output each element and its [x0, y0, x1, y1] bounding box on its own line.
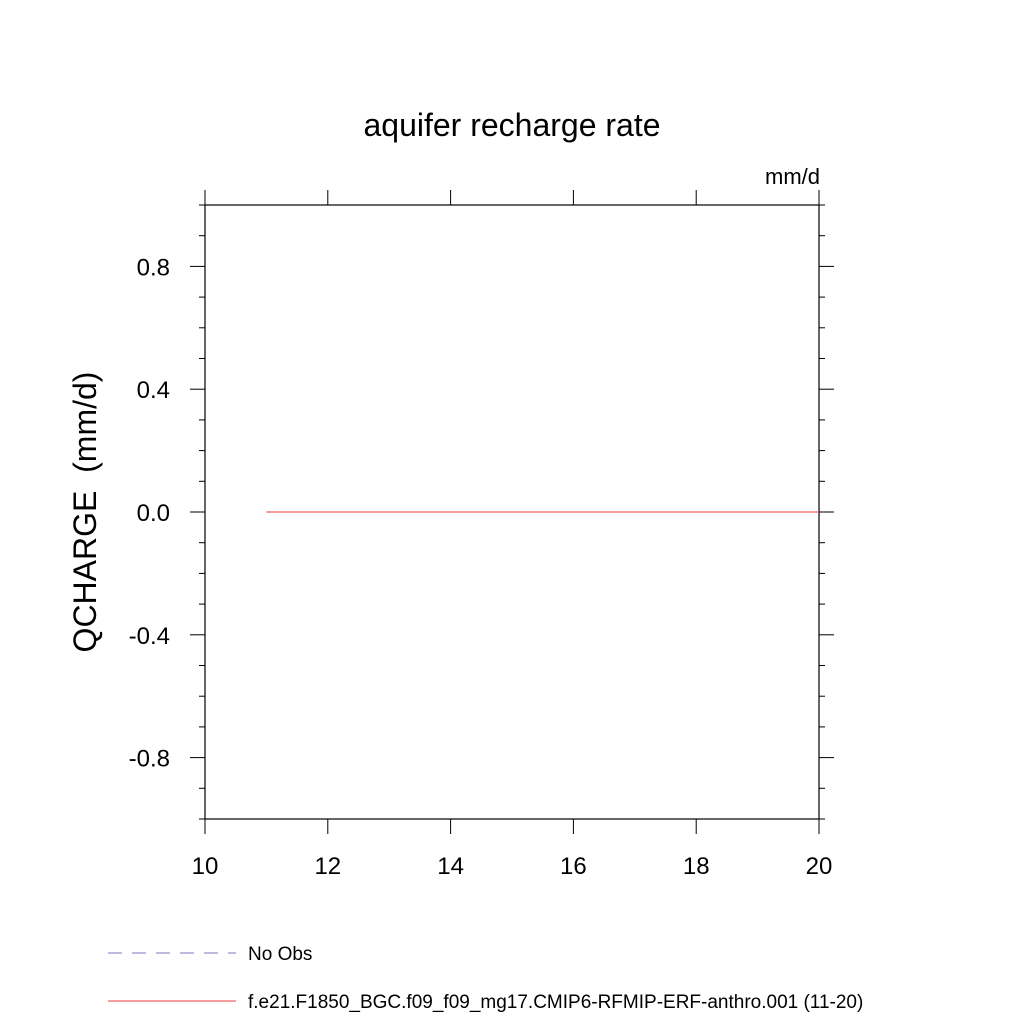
legend: No Obs f.e21.F1850_BGC.f09_f09_mg17.CMIP6… — [108, 944, 863, 1013]
units-label: mm/d — [765, 164, 820, 189]
x-tick-label: 14 — [437, 853, 464, 880]
x-tick-label: 10 — [192, 853, 219, 880]
y-tick-label: 0.0 — [137, 500, 170, 527]
y-tick-label: -0.4 — [129, 623, 170, 650]
axis-ticks — [190, 190, 834, 834]
y-tick-label: 0.4 — [137, 377, 170, 404]
legend-label: f.e21.F1850_BGC.f09_f09_mg17.CMIP6-RFMIP… — [248, 992, 863, 1013]
x-tick-label: 18 — [683, 853, 710, 880]
x-tick-label: 20 — [806, 853, 833, 880]
y-tick-label: 0.8 — [137, 254, 170, 281]
y-axis-label: QCHARGE (mm/d) — [67, 372, 103, 653]
x-tick-label: 12 — [314, 853, 341, 880]
axis-tick-labels: 10 12 14 16 18 20 -0.8 -0.4 0.0 0.4 0.8 — [129, 254, 833, 880]
chart-title: aquifer recharge rate — [363, 107, 660, 143]
y-tick-label: -0.8 — [129, 746, 170, 773]
x-tick-label: 16 — [560, 853, 587, 880]
legend-label: No Obs — [248, 944, 312, 965]
